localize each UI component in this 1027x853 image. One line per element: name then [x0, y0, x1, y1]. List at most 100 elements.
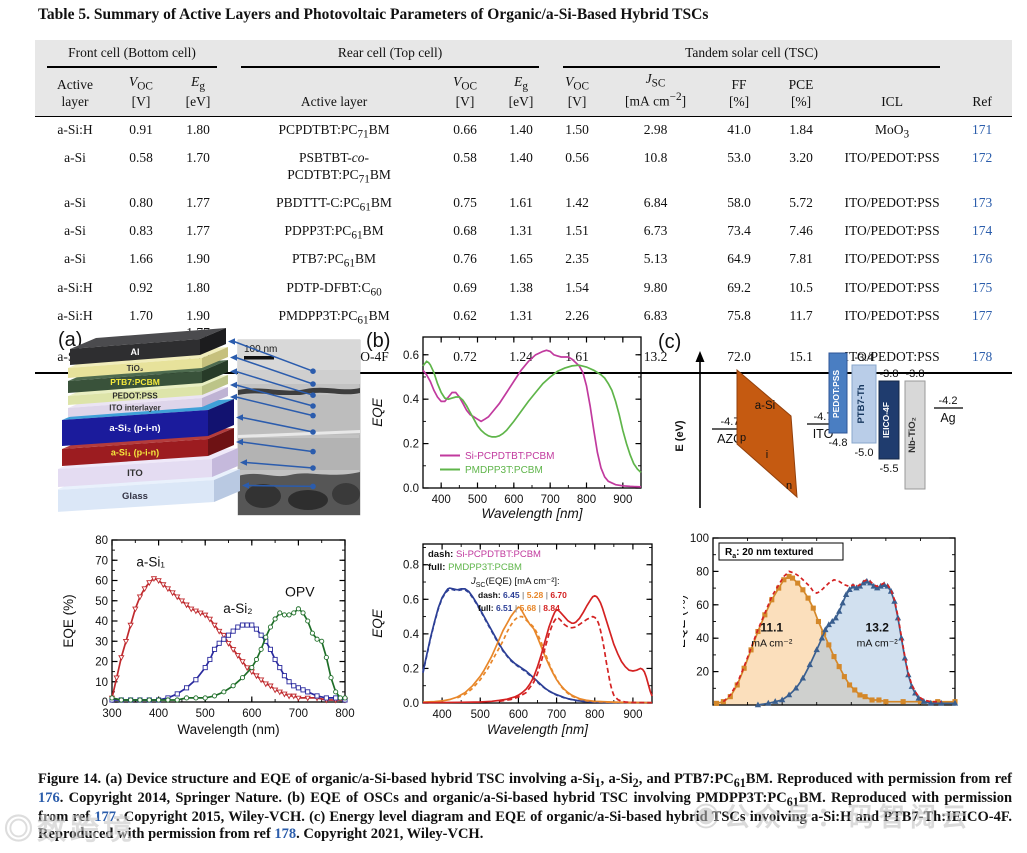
- table-cell: 7.46: [789, 223, 813, 239]
- ref-link[interactable]: 177: [971, 307, 993, 323]
- table-cell: 6.84: [643, 195, 668, 211]
- table-cell: 1.31: [509, 223, 533, 239]
- layer-pointer-line: [235, 356, 314, 385]
- tem-scale-bar-label: 100 nm: [244, 344, 277, 355]
- device-layer-label: PTB7:PCBM: [110, 377, 160, 387]
- table-cell: 5.72: [789, 195, 813, 211]
- ref-link[interactable]: 176: [971, 251, 993, 267]
- ref-link[interactable]: 171: [971, 121, 993, 137]
- eqe-chart-subcells: 300 400 500 600 700 800 0 10 20 30 40 50 60 70 80 a-Si₁…: [61, 535, 355, 737]
- table-cell: MoO3: [875, 121, 910, 141]
- area-blue-filled: [757, 581, 955, 705]
- watermark-right-text: 公众号：码智阅云: [724, 802, 973, 832]
- table-cell: 6.83: [643, 307, 668, 323]
- table-cell: 2.98: [643, 121, 668, 137]
- table-cell: 1.51: [565, 223, 589, 239]
- svg-text:100: 100: [690, 533, 709, 545]
- device-layer-label: ITO interlayer: [109, 404, 160, 413]
- table-cell: ITO/PEDOT:PSS: [844, 251, 940, 267]
- svg-text:Wavelength [nm]: Wavelength [nm]: [487, 722, 589, 737]
- table-cell: 0.91: [129, 121, 153, 137]
- ag-label: Ag: [940, 411, 955, 425]
- series-orange-filled: [716, 575, 955, 705]
- svg-text:40: 40: [696, 633, 709, 645]
- svg-text:70: 70: [95, 555, 108, 567]
- table-cell: 73.4: [727, 223, 751, 239]
- ptb7-bottom-value: -5.0: [855, 447, 874, 459]
- svg-text:full: PMDPP3T:PCBM: full: PMDPP3T:PCBM: [428, 562, 522, 573]
- svg-text:700: 700: [547, 709, 566, 721]
- device-layer-label: PEDOT:PSS: [112, 392, 158, 401]
- svg-text:mA cm⁻²: mA cm⁻²: [751, 638, 793, 650]
- ieico-4f-bar: [878, 380, 900, 460]
- panel-label-b: (b): [366, 330, 391, 352]
- svg-text:Wavelength (nm): Wavelength (nm): [177, 722, 279, 737]
- ag-level-value: -4.2: [939, 395, 958, 407]
- svg-text:10: 10: [95, 677, 108, 689]
- table-cell: 0.62: [453, 307, 477, 323]
- table-cell: ITO/PEDOT:PSS: [844, 223, 940, 239]
- table-cell: 0.72: [439, 344, 492, 375]
- svg-text:80: 80: [95, 535, 108, 547]
- ref-link[interactable]: 175: [971, 279, 993, 295]
- ref-link[interactable]: 173: [971, 195, 993, 211]
- column-header: Ref: [952, 68, 1013, 118]
- table-cell: 0.75: [453, 195, 477, 211]
- table-5: Front cell (Bottom cell) Rear cell (Top c…: [35, 40, 1013, 375]
- svg-text:60: 60: [95, 576, 108, 588]
- svg-text:OPV: OPV: [285, 584, 315, 600]
- table-cell: 1.80: [186, 279, 210, 295]
- table-cell: 13.2: [603, 344, 709, 375]
- a-si-band-shape: [736, 368, 798, 499]
- device-layer-al: Al: [70, 328, 226, 365]
- eqe-chart-tandem: 400 500 600 700 800 900 0.0 0.2 0.4 0.6 0.8 dash: S…: [370, 543, 653, 737]
- table-cell: PMDPP3T:PC61BM: [278, 307, 390, 327]
- svg-text:700: 700: [541, 494, 560, 506]
- column-header: VOC [V]: [115, 68, 167, 118]
- table-cell: 0.56: [565, 149, 589, 165]
- a-si-p-label: p: [740, 432, 746, 444]
- figure-caption: Figure 14. (a) Device structure and EQE …: [38, 771, 1013, 843]
- layer-pointer-line: [235, 396, 314, 417]
- table-cell: PDTP-DFBT:C60: [286, 279, 382, 299]
- a-si-n-label: n: [786, 480, 792, 492]
- table-cell: 58.0: [727, 195, 751, 211]
- ito-level-value: -4.7: [814, 411, 833, 423]
- table-cell: a-Si: [64, 149, 86, 165]
- layer-pointer-arrowhead: [240, 459, 247, 466]
- table-cell: 1.66: [129, 251, 153, 267]
- device-layer-label: a-Si₂ (p-i-n): [109, 423, 160, 434]
- svg-text:0.8: 0.8: [403, 560, 419, 572]
- watermark-left: ◎数跨境: [4, 806, 136, 848]
- column-header: VOC [V]: [439, 68, 492, 118]
- svg-text:0.6: 0.6: [403, 594, 419, 606]
- layer-pointer-arrowhead: [230, 381, 237, 389]
- layer-pointer-arrowhead: [230, 393, 237, 401]
- svg-text:500: 500: [471, 709, 490, 721]
- svg-text:20: 20: [95, 657, 108, 669]
- layer-pointer-line: [247, 484, 314, 488]
- ref-link[interactable]: 172: [971, 149, 993, 165]
- table-row: a-Si 1.66 1.90 PTB7:PC61BM 0.76 1.65 2.35 5.13 6…: [35, 247, 1012, 275]
- table-cell: 1.70: [129, 307, 153, 323]
- pedot-bottom-value: -4.8: [829, 437, 848, 449]
- ref-link[interactable]: 178: [952, 344, 1013, 375]
- table-cell: 0.58: [453, 149, 477, 165]
- table-cell: 1.54: [565, 279, 589, 295]
- table-cell: 41.0: [727, 121, 751, 137]
- tem-marker-dot: [310, 465, 316, 471]
- series-OPV: [111, 607, 345, 701]
- table-cell: 1.70: [186, 149, 210, 165]
- tem-scale-bar: [244, 356, 274, 360]
- layer-pointer-line: [241, 416, 314, 433]
- series-Si-PCPDTBT:PCBM: [422, 349, 642, 488]
- svg-text:dash: 6.45 | 5.28 | 6.70: dash: 6.45 | 5.28 | 6.70: [478, 590, 567, 600]
- svg-text:Si-PCPDTBT:PCBM: Si-PCPDTBT:PCBM: [465, 451, 554, 462]
- svg-text:60: 60: [696, 600, 709, 612]
- table-caption: Table 5. Summary of Active Layers and Ph…: [38, 6, 709, 23]
- table-cell: 2.35: [565, 251, 589, 267]
- svg-text:0.4: 0.4: [403, 629, 420, 641]
- ref-link[interactable]: 174: [971, 223, 993, 239]
- table-cell: a-Si: [64, 195, 86, 211]
